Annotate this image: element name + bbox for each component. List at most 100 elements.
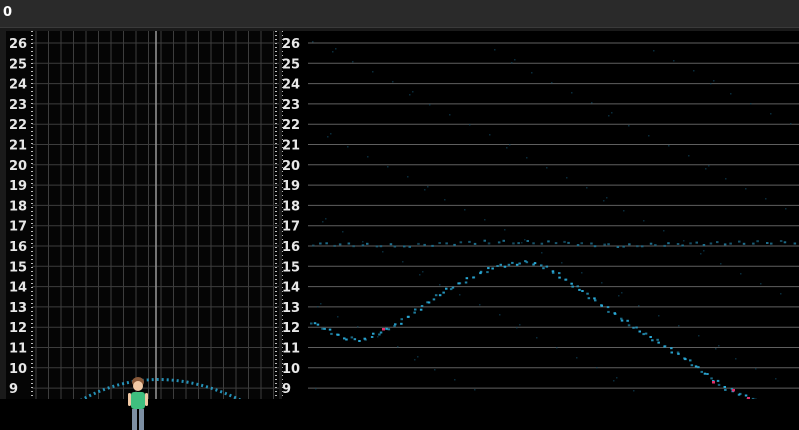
echo-band	[390, 243, 393, 245]
echo-trace	[664, 345, 667, 347]
noise-speck	[718, 345, 720, 347]
echo-band	[431, 245, 434, 247]
echo-trace	[473, 276, 476, 278]
echo-band	[474, 243, 477, 245]
echo-band	[577, 244, 580, 246]
right-axis-tick: 12	[282, 321, 300, 336]
left-axis-tick: 11	[9, 342, 27, 357]
noise-speck	[332, 51, 334, 53]
echo-trace	[433, 298, 436, 300]
noise-speck	[427, 186, 429, 188]
right-axis-tick: 17	[282, 220, 300, 235]
noise-speck	[454, 379, 456, 381]
echo-trace	[329, 329, 332, 331]
noise-speck	[735, 358, 737, 360]
noise-speck	[648, 135, 650, 137]
echo-trace	[358, 340, 361, 342]
echo-band	[784, 241, 787, 243]
noise-speck	[325, 218, 327, 220]
echo-hotspot	[712, 381, 715, 384]
noise-speck	[342, 231, 344, 233]
echo-band	[423, 244, 426, 246]
echo-band	[339, 243, 342, 245]
left-axis-tick: 14	[9, 281, 27, 296]
noise-speck	[710, 83, 712, 85]
echo-band	[663, 245, 666, 247]
noise-speck	[703, 250, 705, 252]
noise-speck	[524, 239, 526, 241]
echo-hotspot	[382, 328, 385, 331]
noise-speck	[516, 327, 518, 329]
noise-speck	[653, 50, 655, 52]
noise-speck	[504, 229, 506, 231]
person-icon	[125, 376, 151, 430]
echo-band	[319, 243, 322, 245]
echo-band	[547, 240, 550, 242]
echo-band	[567, 242, 570, 244]
right-axis-tick: 18	[282, 199, 300, 214]
noise-speck	[509, 144, 511, 146]
noise-speck	[536, 337, 538, 339]
noise-speck	[459, 294, 461, 296]
echo-trace	[401, 318, 404, 320]
noise-speck	[715, 348, 717, 350]
right-axis-tick: 15	[282, 260, 300, 275]
noise-speck	[424, 189, 426, 191]
right-axis-tick: 14	[282, 281, 300, 296]
echo-trace	[330, 333, 333, 335]
echo-band	[581, 242, 584, 244]
noise-speck	[601, 282, 603, 284]
echo-trace	[364, 339, 367, 341]
noise-speck	[591, 102, 593, 104]
echo-band	[677, 243, 680, 245]
noise-speck	[760, 283, 762, 285]
noise-speck	[673, 60, 675, 62]
echo-trace	[486, 271, 489, 273]
noise-speck	[382, 251, 384, 253]
left-axis-tick: 13	[9, 301, 27, 316]
echo-trace	[414, 309, 417, 311]
echo-trace	[372, 333, 375, 335]
left-axis-tick: 21	[9, 139, 27, 154]
noise-speck	[745, 188, 747, 190]
echo-trace	[435, 294, 438, 296]
noise-speck	[327, 136, 329, 138]
echo-trace	[459, 282, 462, 284]
echo-trace	[394, 323, 397, 325]
noise-speck	[725, 178, 727, 180]
echo-trace	[593, 297, 596, 299]
echo-band	[445, 242, 448, 244]
noise-speck	[740, 273, 742, 275]
noise-speck	[335, 48, 337, 50]
title-bar: 0	[0, 0, 799, 28]
echo-trace	[511, 262, 513, 264]
noise-speck	[434, 369, 436, 371]
echo-band	[622, 246, 625, 248]
echo-trace	[614, 313, 617, 315]
echo-band	[650, 243, 653, 245]
noise-speck	[586, 187, 588, 189]
echo-trace	[571, 286, 574, 288]
noise-speck	[621, 292, 623, 294]
echo-band	[438, 242, 441, 244]
right-axis-tick: 16	[282, 240, 300, 255]
noise-speck	[494, 49, 496, 51]
echo-trace	[745, 395, 748, 397]
echo-band	[348, 243, 351, 245]
echo-trace	[314, 322, 317, 324]
noise-speck	[449, 114, 451, 116]
echo-band	[594, 245, 597, 247]
noise-speck	[700, 253, 702, 255]
echo-band	[366, 243, 369, 245]
echo-band	[724, 243, 727, 245]
noise-speck	[315, 388, 317, 390]
noise-speck	[775, 378, 777, 380]
noise-speck	[683, 240, 685, 242]
echo-trace	[371, 336, 374, 338]
echo-trace	[317, 324, 320, 326]
noise-speck	[770, 113, 772, 115]
left-axis-tick: 19	[9, 179, 27, 194]
